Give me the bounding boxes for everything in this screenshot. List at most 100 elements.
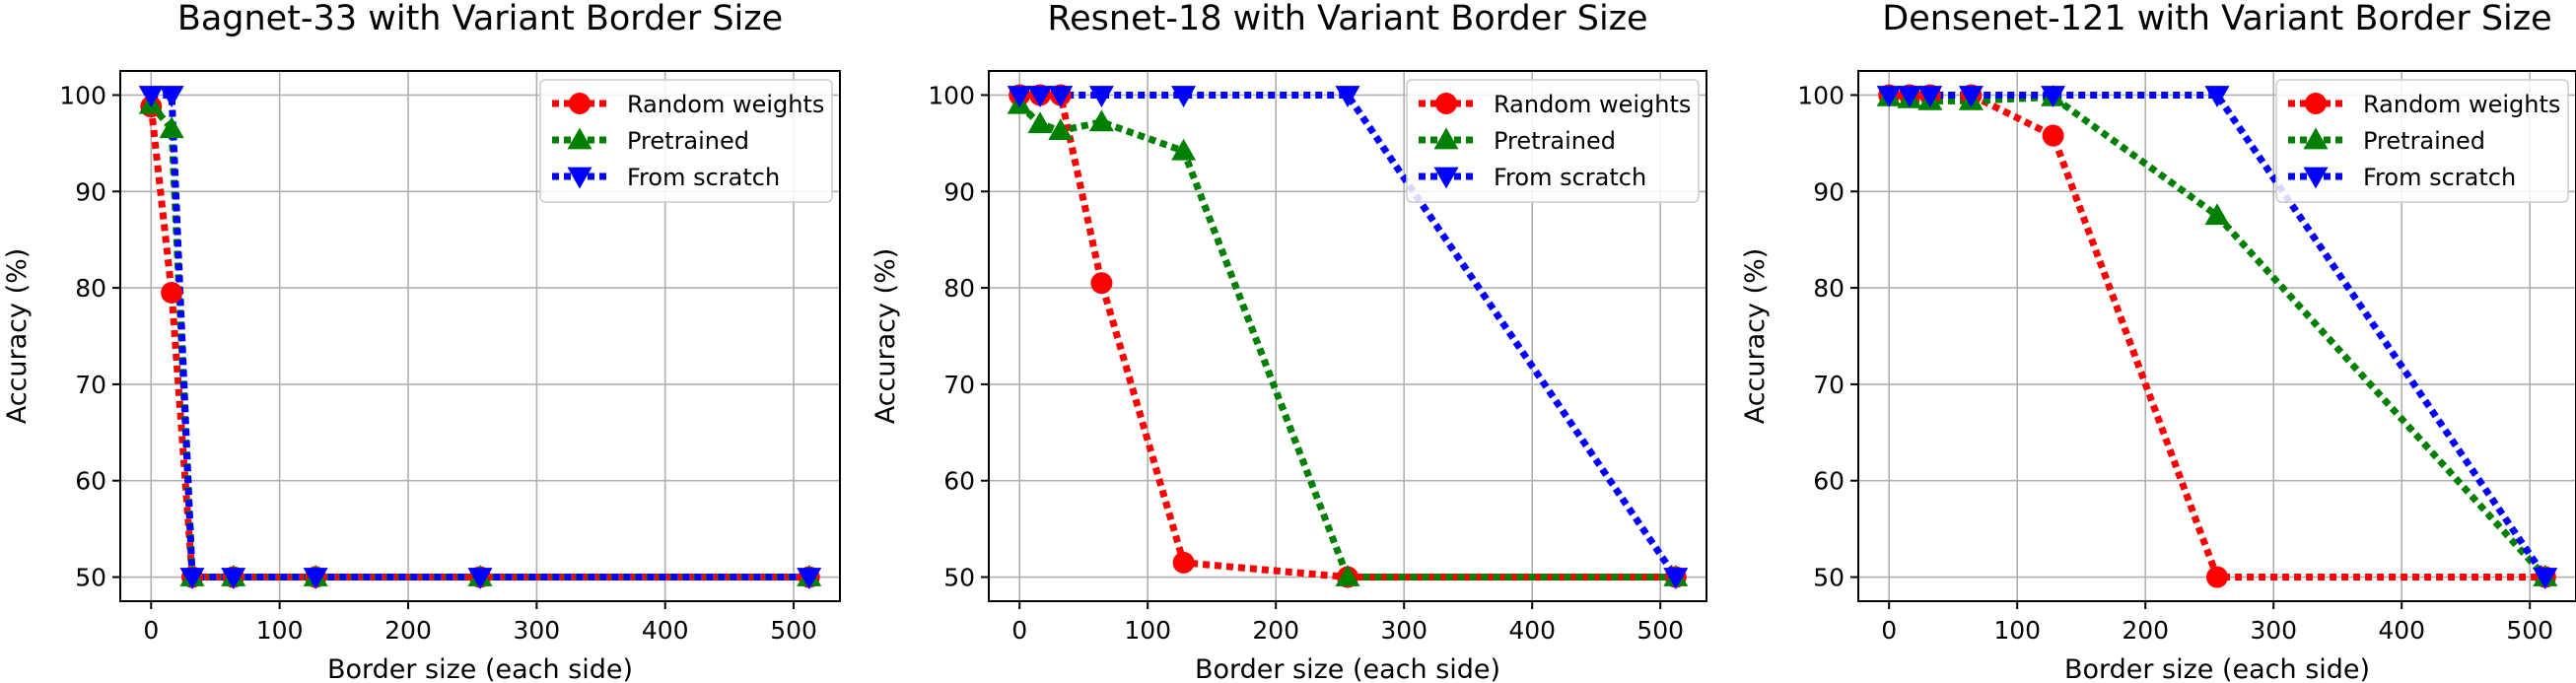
- legend-label: Pretrained: [1494, 127, 1616, 155]
- data-point-pretrained: [2204, 203, 2230, 226]
- y-tick-label: 100: [59, 81, 106, 109]
- x-tick-label: 400: [2378, 616, 2425, 645]
- y-tick-label: 50: [943, 564, 975, 592]
- data-point-scratch: [1897, 86, 1922, 107]
- y-tick-label: 80: [1813, 274, 1845, 303]
- x-tick-label: 100: [1993, 616, 2041, 645]
- data-point-random: [2206, 566, 2228, 588]
- y-tick-label: 80: [75, 274, 106, 303]
- x-tick-label: 400: [642, 616, 689, 645]
- legend-swatch-marker: [2303, 167, 2329, 189]
- x-tick-label: 300: [513, 616, 560, 645]
- y-tick-label: 50: [1813, 564, 1845, 592]
- data-point-random: [161, 281, 183, 304]
- x-tick-label: 200: [384, 616, 432, 645]
- y-tick-label: 100: [1797, 81, 1845, 109]
- data-point-pretrained: [1048, 118, 1074, 141]
- x-axis-label: Border size (each side): [1195, 654, 1500, 683]
- x-tick-label: 0: [1881, 616, 1897, 645]
- x-tick-label: 100: [1124, 616, 1171, 645]
- legend-swatch-marker: [2305, 93, 2327, 114]
- x-tick-label: 500: [1636, 616, 1684, 645]
- x-tick-label: 100: [256, 616, 304, 645]
- x-axis-label: Border size (each side): [327, 654, 633, 683]
- data-point-scratch: [1088, 86, 1114, 107]
- x-tick-label: 0: [143, 616, 159, 645]
- y-tick-label: 80: [943, 274, 975, 303]
- data-point-scratch: [179, 568, 205, 590]
- data-point-scratch: [1958, 86, 1984, 107]
- y-tick-label: 60: [1813, 467, 1845, 496]
- data-point-scratch: [467, 568, 493, 590]
- x-tick-label: 200: [1252, 616, 1299, 645]
- y-tick-label: 60: [75, 467, 106, 496]
- legend-box: [539, 79, 833, 203]
- data-point-scratch: [1335, 86, 1360, 107]
- y-tick-label: 90: [1813, 177, 1845, 206]
- legend-label: Random weights: [1494, 91, 1691, 118]
- legend-label: From scratch: [627, 164, 780, 191]
- data-point-random: [1172, 551, 1195, 574]
- legend-label: Random weights: [2363, 91, 2560, 118]
- data-point-scratch: [221, 568, 246, 590]
- x-tick-label: 400: [1508, 616, 1556, 645]
- y-axis-label: Accuracy (%): [2, 248, 33, 425]
- chart-title: Bagnet-33 with Variant Border Size: [177, 0, 783, 38]
- y-tick-label: 70: [75, 371, 106, 399]
- y-tick-label: 60: [943, 467, 975, 496]
- chart-title: Resnet-18 with Variant Border Size: [1047, 0, 1647, 38]
- chart-panel-1: 0 100 200 300 400 500 50 60 70 80 90 100 Bagnet-33 w…: [2, 0, 841, 683]
- legend-swatch-marker: [569, 93, 591, 114]
- data-point-pretrained: [1088, 109, 1114, 132]
- data-point-scratch: [1917, 86, 1943, 107]
- data-point-scratch: [1663, 568, 1689, 590]
- x-axis-label: Border size (each side): [2064, 654, 2370, 683]
- data-point-scratch: [138, 86, 164, 107]
- data-point-scratch: [2041, 86, 2066, 107]
- legend-swatch-marker: [2303, 127, 2329, 150]
- x-tick-label: 500: [770, 616, 817, 645]
- data-point-pretrained: [159, 116, 184, 139]
- data-point-scratch: [797, 568, 822, 590]
- legend-label: Pretrained: [2363, 127, 2485, 155]
- legend: Random weights Pretrained From scratch: [1406, 79, 1700, 203]
- legend-label: Random weights: [627, 91, 824, 118]
- x-tick-label: 0: [1011, 616, 1027, 645]
- y-tick-label: 70: [1813, 371, 1845, 399]
- legend-swatch-marker: [1433, 167, 1459, 189]
- legend-box: [2275, 79, 2569, 203]
- y-tick-label: 90: [943, 177, 975, 206]
- y-tick-label: 70: [943, 371, 975, 399]
- chart-title: Densenet-121 with Variant Border Size: [1882, 0, 2551, 38]
- plot-frame: [988, 70, 1707, 602]
- legend-label: From scratch: [2363, 164, 2516, 191]
- plot-frame: [119, 70, 841, 602]
- chart-panel-2: 0 100 200 300 400 500 50 60 70 80 90 100 Resnet-18 w…: [870, 0, 1707, 683]
- x-tick-label: 200: [2122, 616, 2169, 645]
- x-tick-label: 300: [2250, 616, 2297, 645]
- data-point-scratch: [303, 568, 328, 590]
- data-point-pretrained: [1027, 111, 1053, 134]
- legend: Random weights Pretrained From scratch: [2275, 79, 2569, 203]
- y-tick-label: 90: [75, 177, 106, 206]
- data-point-random: [1090, 272, 1113, 295]
- legend-label: From scratch: [1494, 164, 1646, 191]
- x-tick-label: 300: [1380, 616, 1427, 645]
- x-tick-label: 500: [2506, 616, 2553, 645]
- chart-panel-3: 0 100 200 300 400 500 50 60 70 80 90 100 Densenet-12…: [1740, 0, 2576, 683]
- data-point-scratch: [159, 86, 184, 107]
- legend-swatch-marker: [1435, 93, 1457, 114]
- legend-swatch-marker: [567, 127, 592, 150]
- data-point-scratch: [1007, 86, 1032, 107]
- y-tick-label: 100: [928, 81, 975, 109]
- data-point-scratch: [1171, 86, 1197, 107]
- data-point-scratch: [2204, 86, 2230, 107]
- plot-frame: [1857, 70, 2576, 602]
- y-axis-label: Accuracy (%): [1740, 248, 1771, 425]
- y-tick-label: 50: [75, 564, 106, 592]
- legend: Random weights Pretrained From scratch: [539, 79, 833, 203]
- y-axis-label: Accuracy (%): [870, 248, 901, 425]
- data-point-pretrained: [1171, 138, 1197, 161]
- data-point-random: [2042, 124, 2064, 147]
